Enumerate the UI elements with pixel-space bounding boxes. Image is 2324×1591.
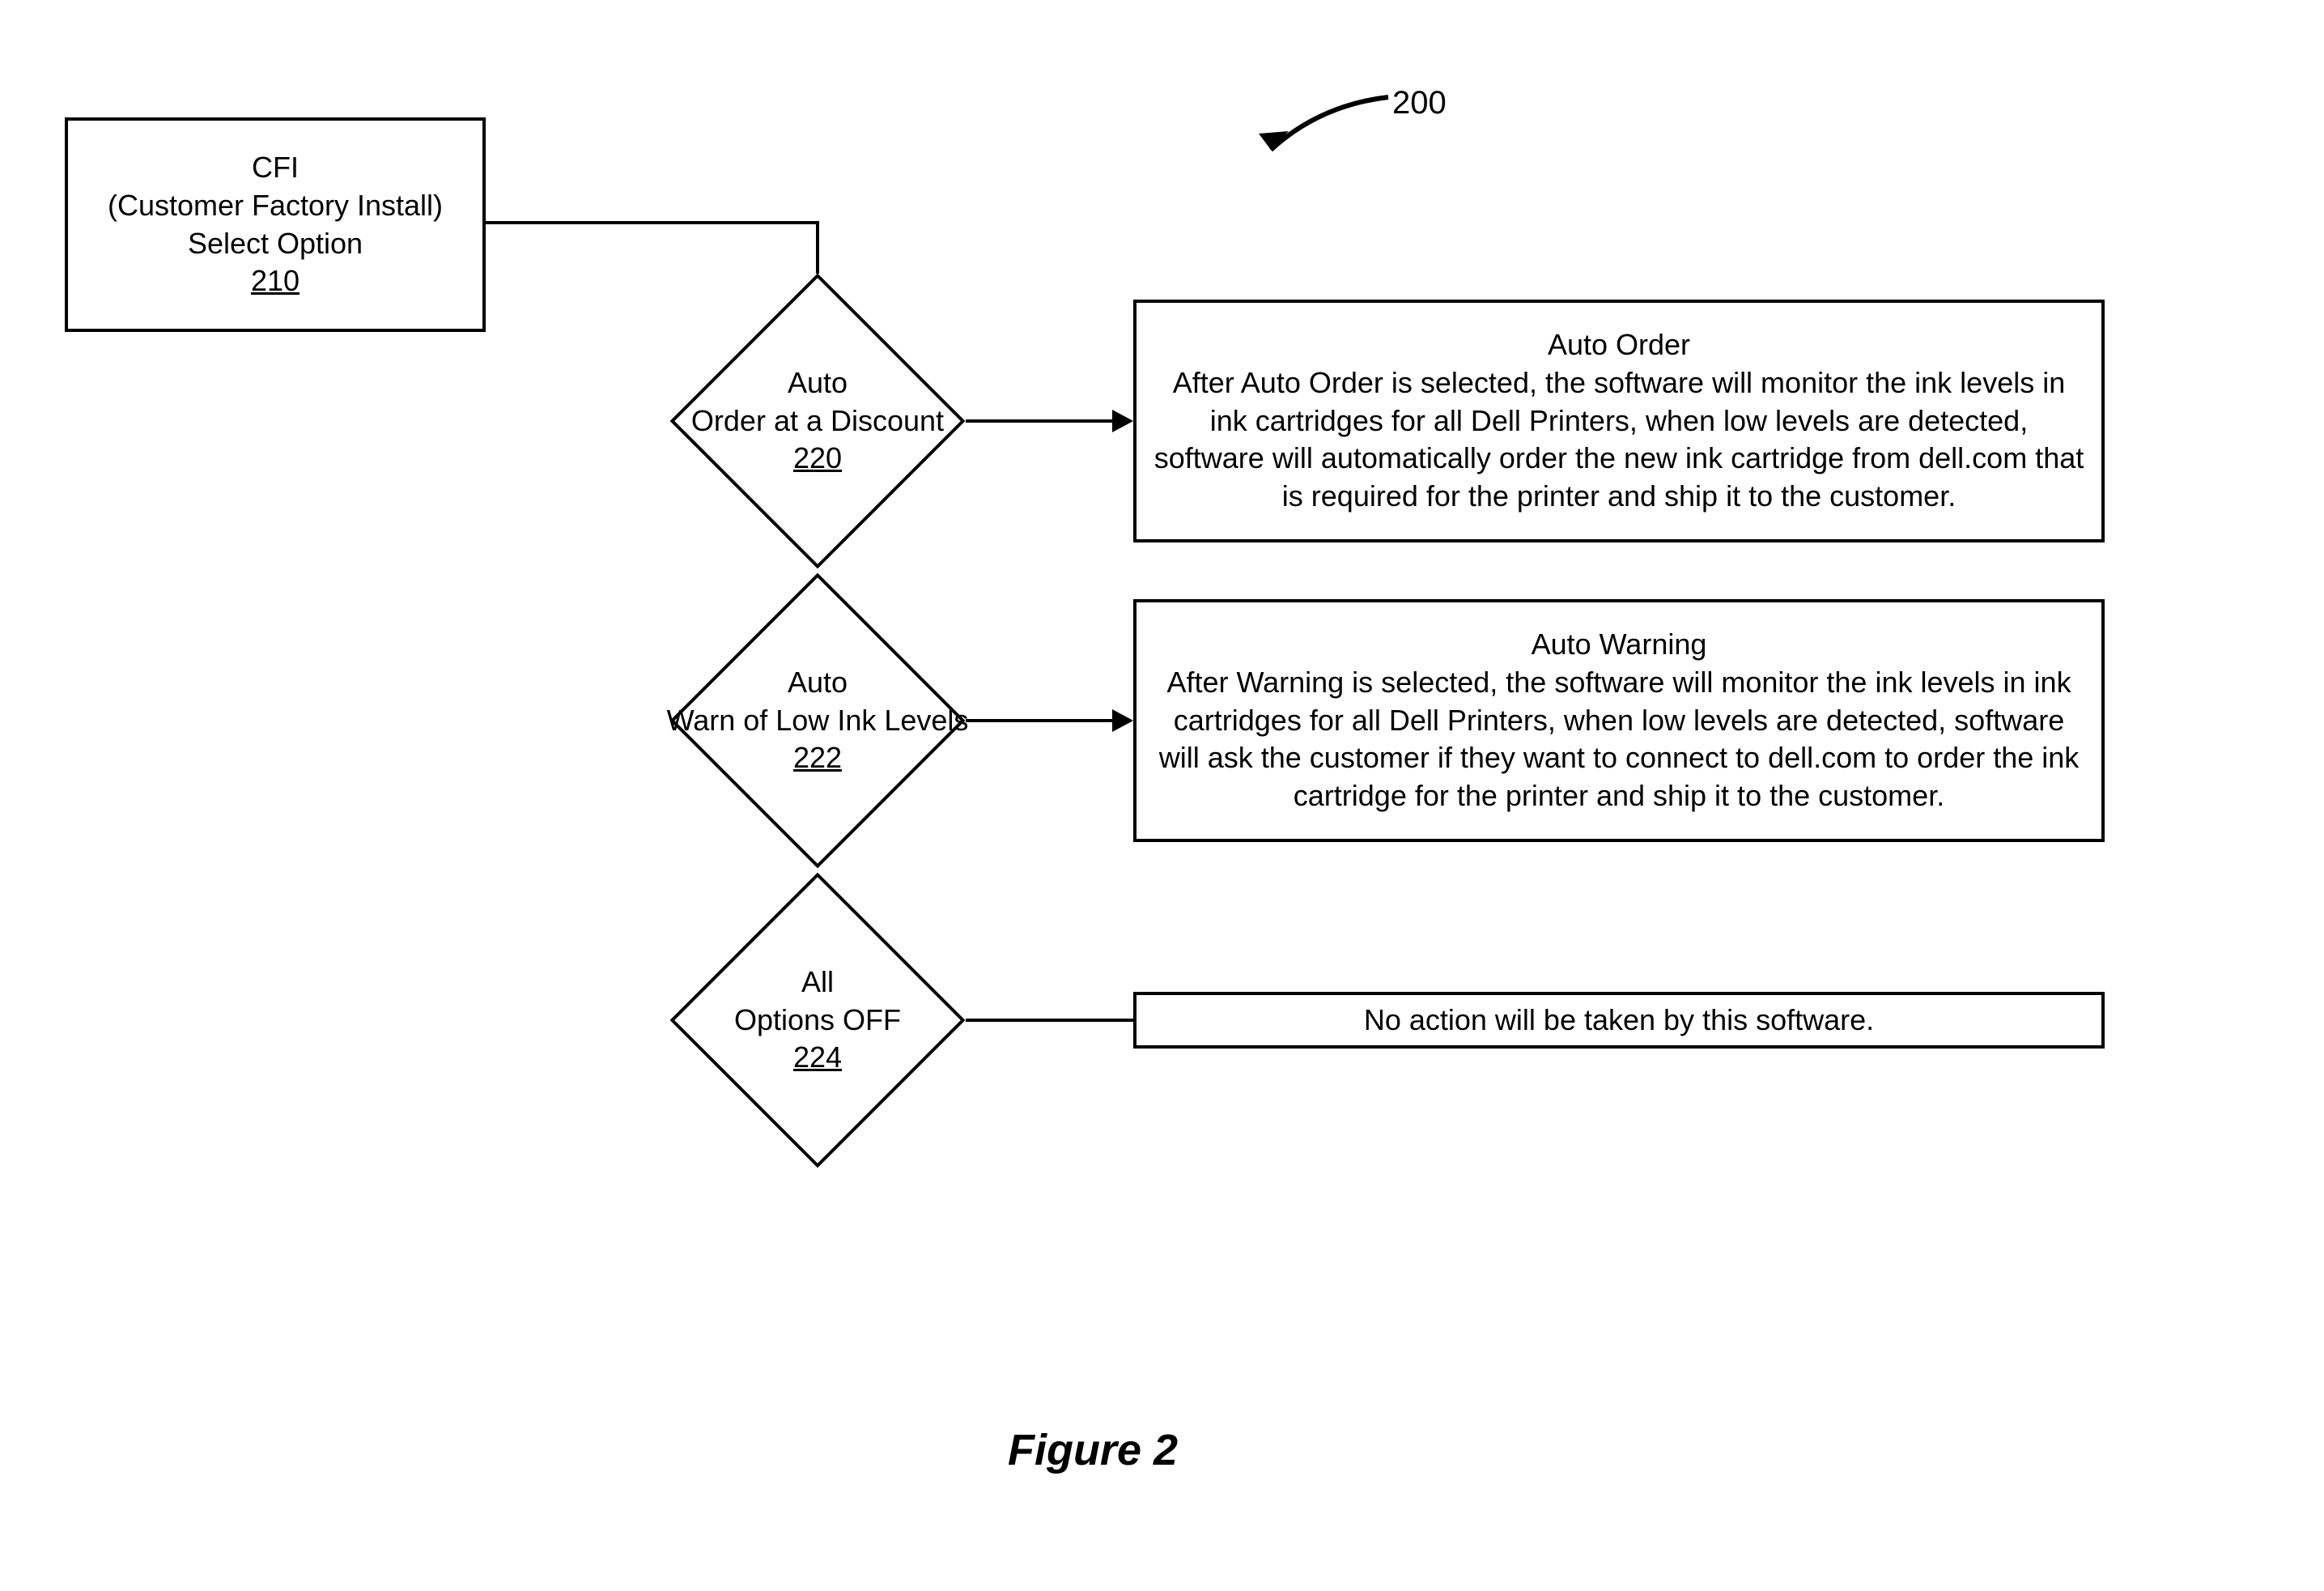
node-decision-auto-order: Auto Order at a Discount 220	[713, 317, 922, 525]
node-decision-off: All Options OFF 224	[713, 916, 922, 1125]
node-decision-auto-warn: Auto Warn of Low Ink Levels 222	[713, 616, 922, 825]
diamond-label: All Options OFF 224	[665, 916, 971, 1125]
node-start: CFI (Customer Factory Install) Select Op…	[65, 117, 486, 332]
node-desc-auto-warning: Auto Warning After Warning is selected, …	[1133, 599, 2105, 842]
edge	[966, 719, 1112, 722]
node-ref: 220	[793, 440, 842, 478]
node-line: Order at a Discount	[691, 402, 944, 440]
figure-ref-number: 200	[1392, 85, 1447, 121]
edge	[486, 221, 819, 224]
figure-caption: Figure 2	[931, 1425, 1255, 1475]
node-desc-off: No action will be taken by this software…	[1133, 992, 2105, 1049]
diamond-label: Auto Order at a Discount 220	[665, 317, 971, 525]
node-desc-auto-order: Auto Order After Auto Order is selected,…	[1133, 300, 2105, 542]
edge	[966, 1019, 1133, 1022]
node-line: Warn of Low Ink Levels	[667, 702, 969, 740]
edge	[966, 419, 1112, 423]
node-ref: 210	[251, 262, 300, 300]
ref-arrow-icon	[1247, 89, 1392, 170]
node-line: All	[801, 964, 834, 1002]
node-line: CFI	[252, 149, 299, 187]
arrow-right-icon	[1112, 410, 1133, 432]
edge	[816, 221, 819, 274]
node-line: Auto	[788, 364, 848, 402]
node-line: Select Option	[188, 225, 363, 263]
node-line: (Customer Factory Install)	[108, 187, 443, 225]
flowchart-canvas: 200 CFI (Customer Factory Install) Selec…	[0, 0, 2324, 1591]
desc-title: Auto Order	[1548, 326, 1690, 364]
arrow-right-icon	[1112, 709, 1133, 732]
node-ref: 222	[793, 739, 842, 777]
desc-body: After Warning is selected, the software …	[1153, 664, 2085, 815]
node-line: Options OFF	[734, 1002, 901, 1040]
desc-title: Auto Warning	[1532, 626, 1707, 664]
desc-body: After Auto Order is selected, the softwa…	[1153, 364, 2085, 516]
diamond-label: Auto Warn of Low Ink Levels 222	[665, 616, 971, 825]
node-ref: 224	[793, 1039, 842, 1077]
node-line: Auto	[788, 664, 848, 702]
desc-body: No action will be taken by this software…	[1364, 1002, 1874, 1040]
